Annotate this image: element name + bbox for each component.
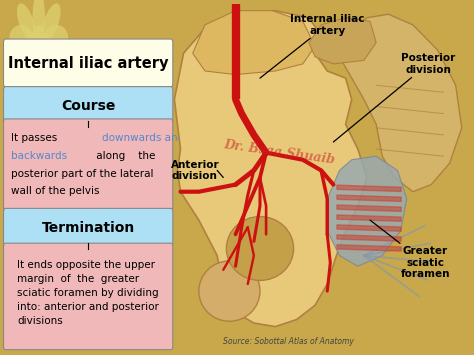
- Text: Posterior
division: Posterior division: [333, 53, 455, 142]
- Text: Termination: Termination: [42, 220, 135, 235]
- Text: Source: Sobottal Atlas of Anatomy: Source: Sobottal Atlas of Anatomy: [223, 337, 354, 346]
- Text: Course: Course: [61, 99, 115, 113]
- Ellipse shape: [42, 3, 61, 42]
- Text: along    the: along the: [93, 151, 155, 161]
- Polygon shape: [339, 14, 462, 192]
- Ellipse shape: [42, 33, 61, 71]
- Polygon shape: [327, 156, 407, 266]
- Text: wall of the pelvis: wall of the pelvis: [10, 186, 99, 196]
- Ellipse shape: [33, 0, 45, 40]
- Ellipse shape: [45, 25, 68, 50]
- Ellipse shape: [17, 33, 36, 71]
- Ellipse shape: [199, 261, 260, 321]
- Text: Anterior
division: Anterior division: [171, 160, 220, 181]
- FancyBboxPatch shape: [3, 208, 173, 247]
- Ellipse shape: [9, 25, 33, 50]
- Polygon shape: [309, 18, 376, 64]
- Text: Internal iliac
artery: Internal iliac artery: [260, 14, 365, 78]
- FancyBboxPatch shape: [3, 87, 173, 125]
- FancyBboxPatch shape: [3, 119, 173, 211]
- Text: backwards: backwards: [10, 151, 67, 161]
- Polygon shape: [193, 11, 315, 75]
- Text: Greater
sciatic
foramen: Greater sciatic foramen: [370, 220, 450, 279]
- Ellipse shape: [227, 217, 293, 280]
- Polygon shape: [174, 11, 367, 327]
- FancyBboxPatch shape: [3, 39, 173, 87]
- Text: It passes: It passes: [10, 133, 60, 143]
- Ellipse shape: [17, 3, 36, 42]
- Text: posterior part of the lateral: posterior part of the lateral: [10, 169, 153, 179]
- Text: Dr. Bsaa Shuaib: Dr. Bsaa Shuaib: [223, 138, 336, 166]
- Ellipse shape: [33, 34, 45, 82]
- Circle shape: [33, 25, 45, 50]
- Text: Internal iliac artery: Internal iliac artery: [8, 55, 168, 71]
- FancyBboxPatch shape: [3, 243, 173, 350]
- Text: It ends opposite the upper
margin  of  the  greater
sciatic foramen by dividing
: It ends opposite the upper margin of the…: [17, 260, 159, 326]
- Text: downwards and: downwards and: [102, 133, 184, 143]
